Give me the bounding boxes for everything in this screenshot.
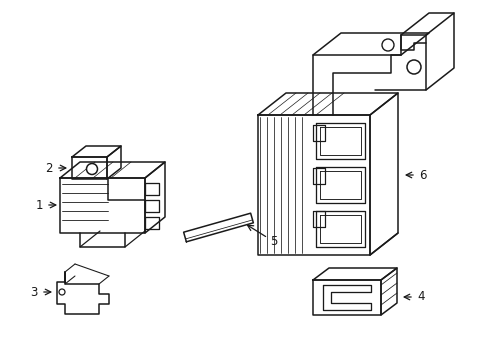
Text: 6: 6 <box>418 168 426 181</box>
Text: 4: 4 <box>416 291 424 303</box>
Text: 5: 5 <box>269 234 277 248</box>
Circle shape <box>406 60 420 74</box>
Circle shape <box>381 39 393 51</box>
Circle shape <box>59 289 65 295</box>
Text: 1: 1 <box>36 198 43 212</box>
Text: 3: 3 <box>31 285 38 298</box>
Text: 2: 2 <box>45 162 53 175</box>
Circle shape <box>86 163 97 175</box>
